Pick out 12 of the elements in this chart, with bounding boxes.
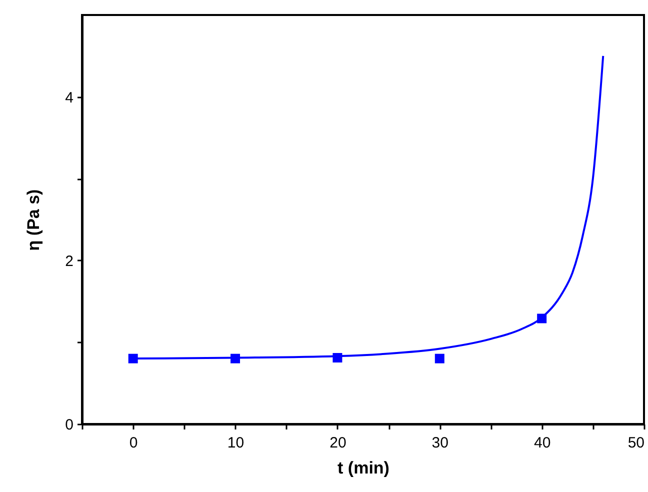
x-tick-label: 0 bbox=[129, 434, 138, 452]
x-tick-label: 50 bbox=[628, 434, 644, 452]
y-axis-title: η (Pa s) bbox=[24, 189, 44, 251]
y-tick-label: 0 bbox=[65, 416, 74, 434]
x-tick-label: 10 bbox=[227, 434, 244, 452]
x-tick-label: 40 bbox=[534, 434, 551, 452]
x-tick-label: 20 bbox=[330, 434, 346, 452]
y-tick-label: 4 bbox=[65, 89, 74, 106]
point bbox=[434, 354, 444, 364]
y-tick-label: 2 bbox=[65, 252, 74, 270]
x-tick-label: 30 bbox=[432, 434, 448, 452]
x-axis-title: t (min) bbox=[338, 458, 390, 478]
